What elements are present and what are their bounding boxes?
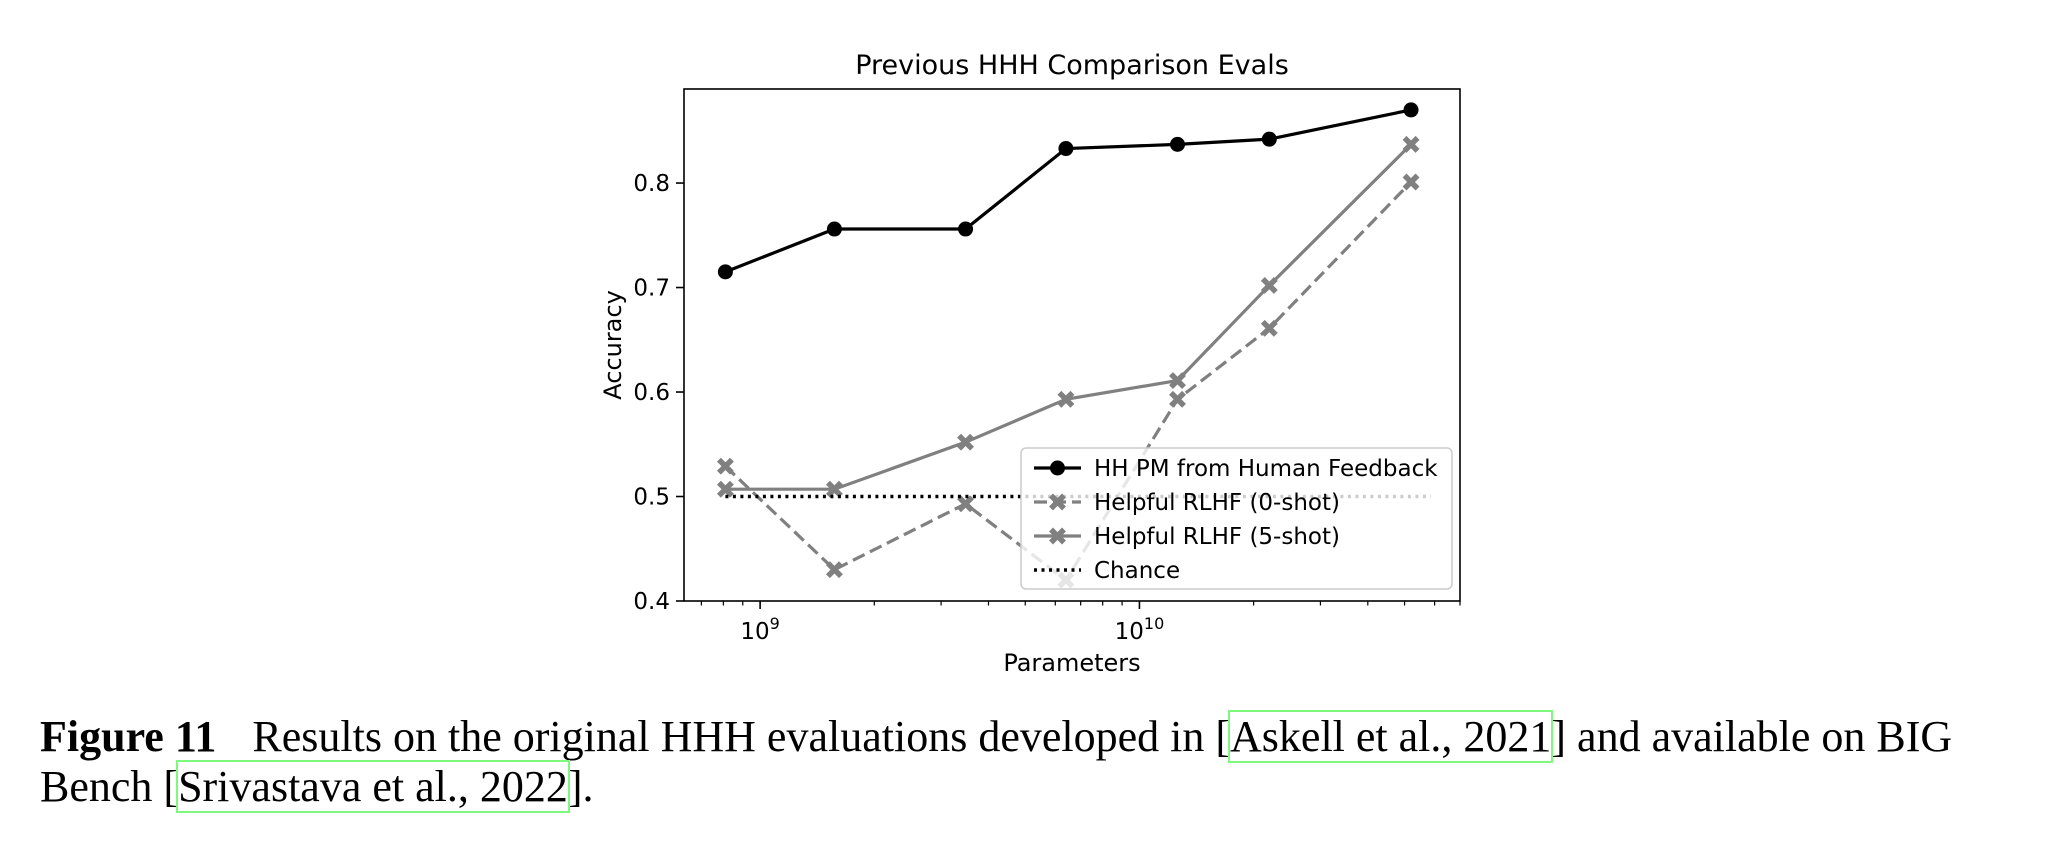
y-axis: 0.4 0.5 0.6 0.7 0.8 [633,171,684,615]
citation-askell-2021[interactable]: Askell et al., 2021 [1228,710,1554,763]
data-point [1058,141,1074,157]
data-point [1170,136,1186,152]
figure-label: Figure 11 [40,712,217,761]
data-point [1169,390,1186,408]
figure-caption: Figure 11 Results on the original HHH eva… [40,710,2040,813]
x-tick-label: 1010 [1115,614,1165,645]
y-axis-label: Accuracy [599,290,627,400]
legend-label: HH PM from Human Feedback [1094,456,1438,482]
plot-frame [683,88,1461,602]
series-2 [716,135,1420,498]
legend-label: Helpful RLHF (5-shot) [1094,524,1340,550]
chart-title: Previous HHH Comparison Evals [855,50,1289,81]
legend-marker [1049,527,1066,545]
data-point [1169,372,1186,389]
y-tick-label: 0.5 [633,485,670,511]
series-line [725,143,1413,491]
caption-line-2: Bench [Srivastava et al., 2022]. [40,760,2040,813]
y-tick-label: 0.4 [633,589,670,615]
data-point [1057,390,1075,408]
data-point [1403,102,1419,118]
legend-label: Helpful RLHF (0-shot) [1094,490,1340,516]
legend-label: Chance [1094,558,1180,584]
caption-line-1: Figure 11 Results on the original HHH eva… [40,710,2040,763]
y-tick-label: 0.6 [633,380,670,406]
x-tick-label: 109 [740,614,779,645]
caption-text-4: ]. [567,762,594,811]
data-point [1260,319,1278,337]
data-point [1260,276,1278,294]
data-point [717,264,733,280]
data-point [716,457,734,475]
data-point [825,561,843,579]
caption-text-1: Results on the original HHH evaluations … [252,712,1231,761]
data-point [826,221,842,237]
data-point [1261,131,1277,147]
caption-text-3: Bench [ [40,762,179,811]
citation-srivastava-2022[interactable]: Srivastava et al., 2022 [176,760,570,813]
y-tick-label: 0.8 [633,171,670,197]
series-0 [717,102,1419,280]
data-point [1402,173,1420,191]
data-point [1402,135,1420,153]
data-point [957,495,974,513]
data-point [716,480,734,498]
legend-box [1020,447,1453,590]
y-tick-label: 0.7 [633,276,670,302]
data-point [825,480,843,498]
legend-marker [1049,493,1066,511]
caption-text-2: ] and available on BIG [1551,712,1953,761]
data-point [958,221,974,237]
chart: Previous HHH Comparison Evals 0.40.50.60… [599,50,1461,677]
legend-marker [1050,460,1065,476]
legend: HH PM from Human Feedback Helpful RLHF (0… [1020,447,1453,590]
x-axis: 109 1010 [700,601,1461,645]
x-axis-label: Parameters [1003,649,1140,677]
data-point [957,433,974,451]
